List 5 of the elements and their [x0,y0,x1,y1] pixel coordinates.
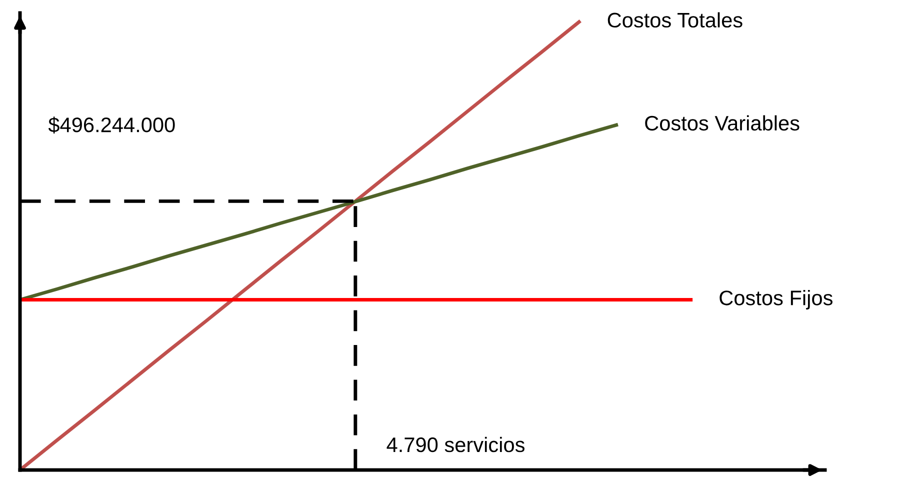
series-label: Costos Totales [608,12,742,28]
annotation: 4.790 servicios [386,436,524,452]
annotation: $496.244.000 [48,116,175,134]
series-label: Costos Variables [645,115,800,131]
series-label: Costos Fijos [720,290,832,310]
